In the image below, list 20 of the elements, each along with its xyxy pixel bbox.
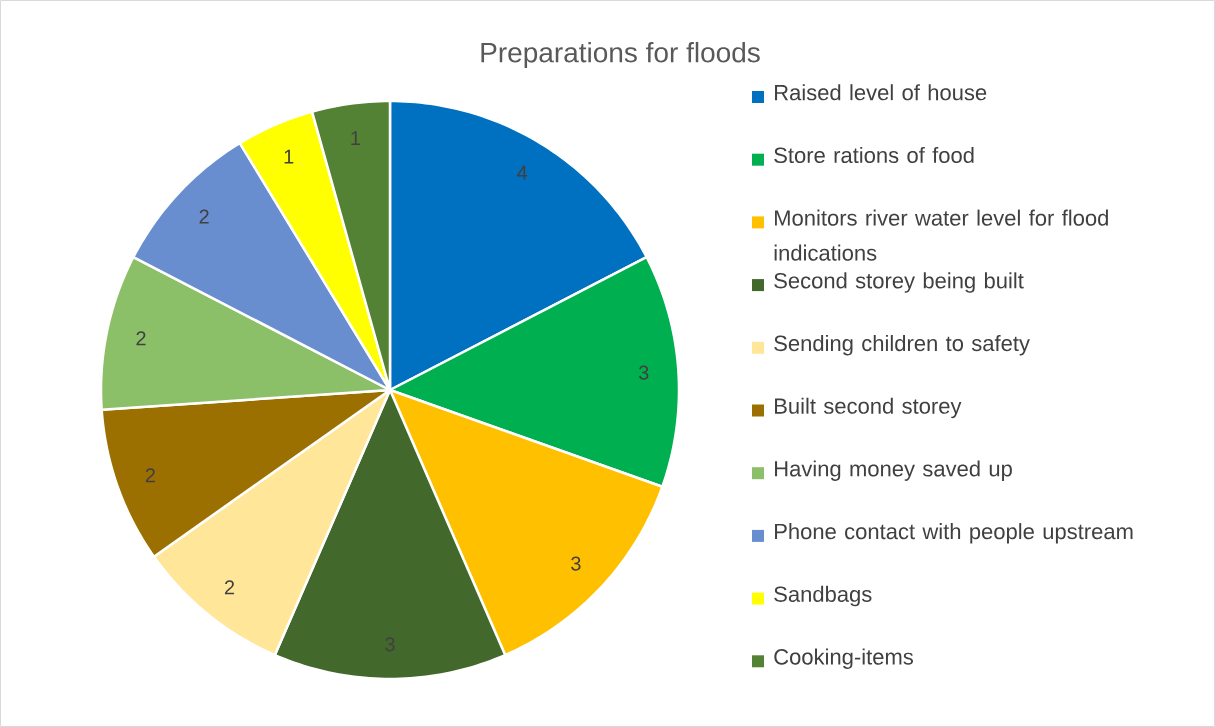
data-label: 1 [351, 131, 360, 145]
legend-label: Built second storey [775, 397, 962, 419]
chart-title: Preparations for floods [481, 41, 760, 69]
legend-label: Having money saved up [775, 460, 1012, 481]
data-label: 4 [517, 165, 528, 180]
data-label: 2 [145, 468, 155, 483]
legend-label: Raised level of house [775, 84, 987, 101]
legend-label: Cooking-items [774, 648, 913, 669]
legend-label: Second storey being built [774, 272, 1024, 293]
legend-label: Phone contact with people upstream [775, 523, 1133, 544]
data-label: 2 [224, 580, 235, 595]
legend-label: Sandbags [774, 585, 872, 607]
legend-label: Sending children to safety [774, 335, 1030, 356]
data-label: 2 [136, 331, 146, 346]
data-label: 2 [199, 209, 209, 224]
data-label: 3 [571, 556, 581, 571]
legend-label: Monitors river water level for flood indications [774, 209, 1108, 261]
data-label: 3 [638, 365, 649, 380]
legend-label: Store rations of food [774, 146, 974, 164]
data-label: 1 [284, 149, 294, 164]
